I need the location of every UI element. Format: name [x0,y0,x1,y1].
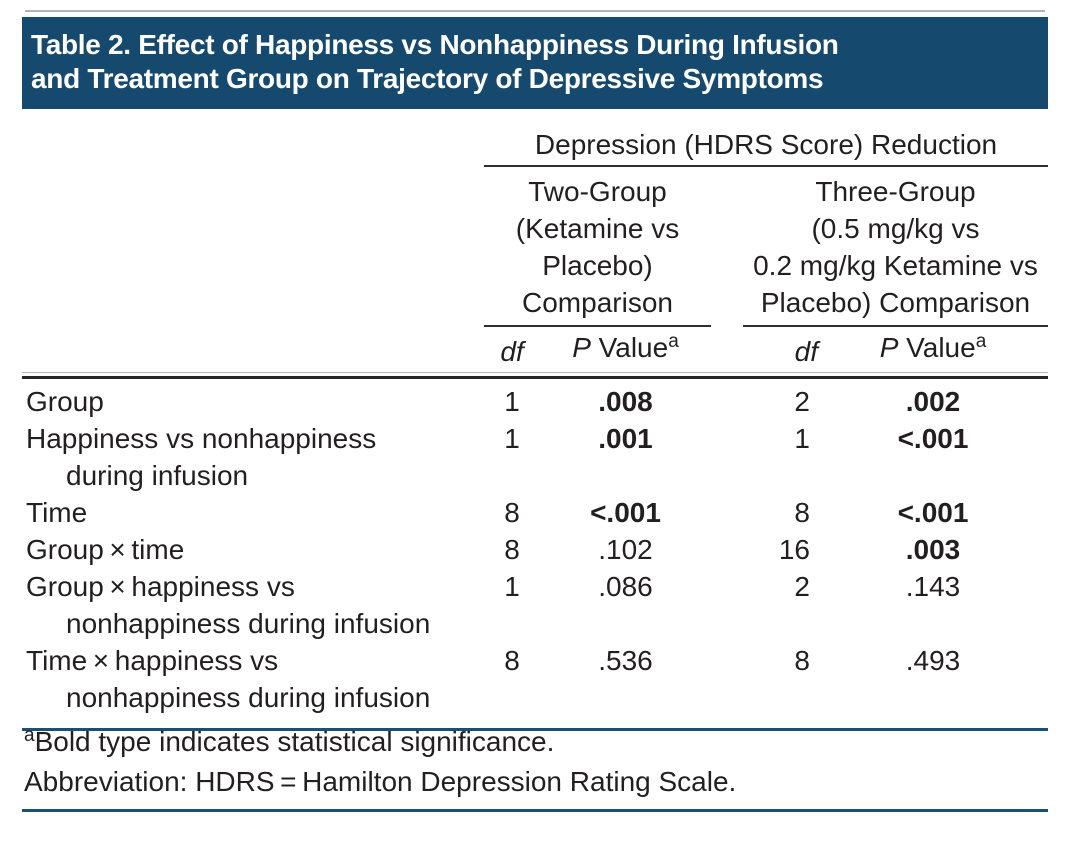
cell-df-two-group: 1 [504,386,520,417]
table-title-line1: Table 2. Effect of Happiness vs Nonhappi… [31,29,839,60]
page-top-rule [25,10,1045,12]
cell-p-two-group: .086 [598,571,653,602]
cell-p-two-group: <.001 [590,497,661,528]
cell-df-two-group: 8 [504,497,520,528]
df-header-two-group: df [484,326,540,373]
cell-p-three-group: .143 [905,571,961,602]
heavy-rule-row [22,372,1048,379]
cell-df-three-group: 16 [778,534,810,565]
cell-p-two-group: .008 [598,386,653,417]
cell-df-two-group: 8 [504,534,520,565]
row-label: Time × happiness vs nonhappiness during i… [26,645,431,713]
column-header-spacer [22,326,484,373]
group-header-row: Two-Group (Ketamine vs Placebo) Comparis… [22,166,1048,327]
cell-p-three-group: .003 [905,534,961,565]
group-header-line: Three-Group [815,176,976,207]
p-value-header-three-group: P Valuea [818,326,1048,373]
spanner-header: Depression (HDRS Score) Reduction [484,124,1048,167]
cell-gap [711,568,743,642]
footnote-marker: a [24,725,35,746]
table-footnotes: aBold type indicates statistical signifi… [22,722,1048,812]
row-label: Happiness vs nonhappiness during infusion [26,423,377,491]
cell-df-three-group: 8 [794,645,810,676]
cell-df-three-group: 8 [794,497,810,528]
p-symbol: P [879,332,899,363]
group-header-spacer [22,166,484,326]
cell-p-two-group: .001 [598,423,653,454]
cell-p-three-group: <.001 [897,497,969,528]
footnote-significance: aBold type indicates statistical signifi… [24,725,555,757]
row-label: Group × time [26,534,185,565]
row-label: Time [26,497,88,528]
cell-gap [711,378,743,421]
group-header-line: Comparison [522,287,673,318]
cell-gap [711,642,743,730]
cell-p-three-group: <.001 [897,423,969,454]
cell-df-three-group: 2 [794,571,810,602]
group-header-line: (0.5 mg/kg vs [811,213,980,244]
spanner-spacer [22,124,484,166]
cell-df-three-group: 1 [794,423,810,454]
heavy-rule [22,372,1048,379]
cell-gap [711,531,743,568]
cell-df-two-group: 1 [504,423,520,454]
group-header-gap [711,166,743,326]
row-label: Group × happiness vs nonhappiness during … [26,571,431,639]
statistics-table: Depression (HDRS Score) Reduction Two-Gr… [22,124,1048,731]
cell-p-two-group: .102 [598,534,653,565]
cell-p-three-group: .002 [905,386,961,417]
group-header-two-group: Two-Group (Ketamine vs Placebo) Comparis… [484,166,711,327]
group-header-three-group: Three-Group (0.5 mg/kg vs 0.2 mg/kg Keta… [743,166,1048,327]
table-row: Happiness vs nonhappiness during infusion… [22,420,1048,494]
cell-df-three-group: 2 [794,386,810,417]
p-symbol: P [572,332,591,363]
df-header-three-group: df [743,326,818,373]
table-row: Group × time 8 .102 16 .003 [22,531,1048,568]
table-title-bar: Table 2. Effect of Happiness vs Nonhappi… [22,17,1048,109]
row-label: Group [26,386,104,417]
cell-gap [711,494,743,531]
spanner-row: Depression (HDRS Score) Reduction [22,124,1048,167]
table-row: Group × happiness vs nonhappiness during … [22,568,1048,642]
table-row: Time × happiness vs nonhappiness during i… [22,642,1048,730]
group-header-line: (Ketamine vs [515,213,680,244]
table-row: Group 1 .008 2 .002 [22,378,1048,421]
footnote-marker: a [668,331,679,352]
table-title-line2: and Treatment Group on Trajectory of Dep… [31,63,824,94]
group-header-line: 0.2 mg/kg Ketamine vs [753,250,1038,281]
group-header-line: Two-Group [528,176,667,207]
column-header-row: df P Valuea df P Valuea [22,326,1048,373]
table-row: Time 8 <.001 8 <.001 [22,494,1048,531]
value-word: Value [898,332,976,363]
group-header-line: Placebo) [542,250,653,281]
p-value-header-two-group: P Valuea [540,326,711,373]
cell-p-two-group: .536 [598,645,653,676]
group-header-line: Placebo) Comparison [760,287,1031,318]
cell-df-two-group: 8 [504,645,520,676]
cell-gap [711,420,743,494]
footnote-marker: a [975,331,987,352]
column-header-gap [711,326,743,373]
cell-p-three-group: .493 [905,645,961,676]
cell-df-two-group: 1 [504,571,520,602]
value-word: Value [590,332,669,363]
footnote-abbreviation: Abbreviation: HDRS = Hamilton Depression… [24,766,737,797]
